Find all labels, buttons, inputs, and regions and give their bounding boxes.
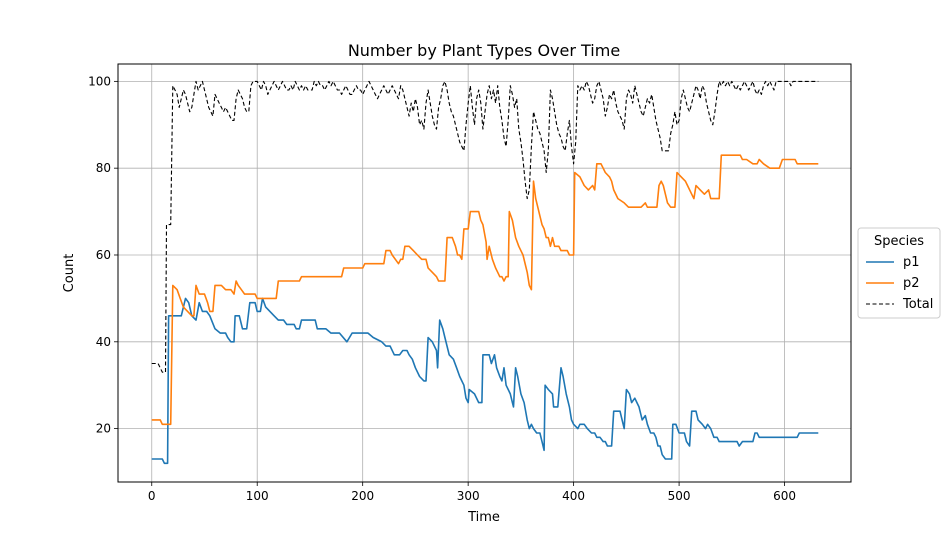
y-tick-label: 100 [88, 74, 111, 88]
grid-lines [118, 64, 851, 482]
series-line-p1 [151, 297, 819, 465]
series-lines [151, 80, 819, 465]
y-axis-ticks: 20 40 60 80 100 [88, 74, 118, 436]
y-tick-label: 60 [96, 248, 111, 262]
y-tick-label: 20 [96, 422, 111, 436]
y-tick-label: 80 [96, 161, 111, 175]
x-axis-label: Time [467, 510, 500, 525]
x-tick-label: 100 [246, 489, 269, 503]
legend-title: Species [874, 234, 924, 249]
chart-title: Number by Plant Types Over Time [348, 41, 620, 60]
plot-area [117, 63, 852, 483]
legend-label-p2: p2 [903, 276, 920, 291]
x-tick-label: 0 [148, 489, 156, 503]
x-tick-label: 600 [773, 489, 796, 503]
x-axis-ticks: 0 100 200 300 400 500 600 [148, 482, 796, 503]
legend: Species p1 p2 Total [857, 227, 941, 319]
legend-label-p1: p1 [903, 255, 920, 270]
series-line-p2 [151, 154, 819, 426]
x-tick-label: 400 [562, 489, 585, 503]
x-tick-label: 200 [351, 489, 374, 503]
legend-label-total: Total [902, 297, 933, 312]
y-axis-label: Count [62, 254, 77, 293]
y-tick-label: 40 [96, 335, 111, 349]
x-tick-label: 300 [457, 489, 480, 503]
series-line-total [151, 80, 819, 373]
legend-items: p1 p2 Total [866, 255, 933, 312]
x-tick-label: 500 [668, 489, 691, 503]
legend-box [857, 227, 941, 319]
